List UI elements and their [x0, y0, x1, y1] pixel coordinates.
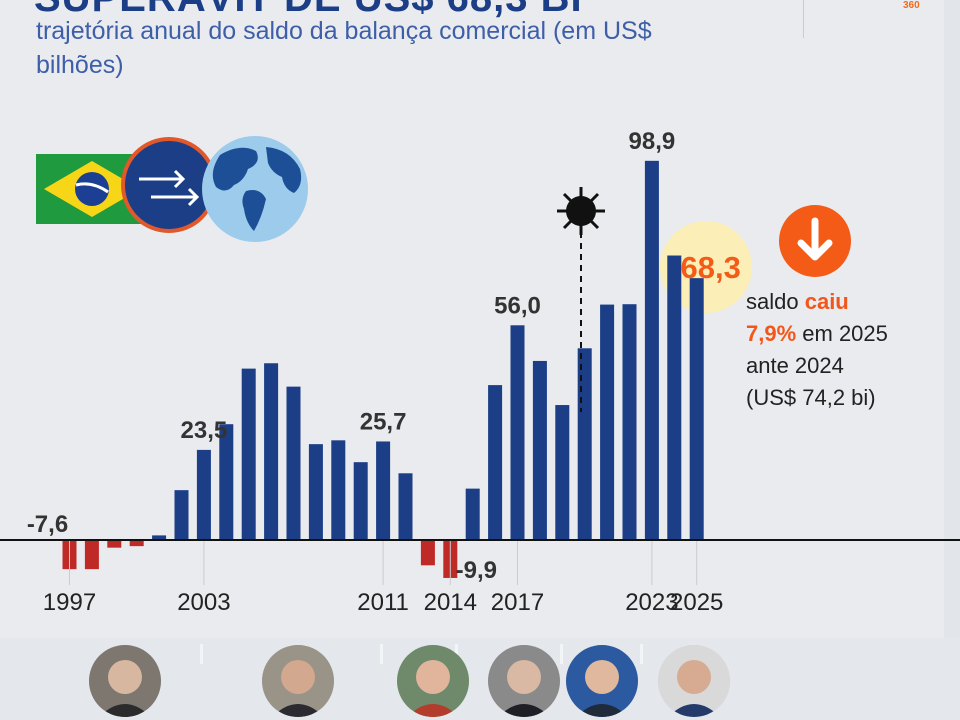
bar-2004 [219, 424, 234, 540]
note-highlight-percent: 7,9% [746, 321, 797, 346]
data-label-2011: 25,7 [360, 408, 407, 435]
globe-icon [200, 133, 310, 250]
side-strip [944, 0, 960, 640]
bar-2001 [152, 535, 167, 540]
data-label-2025: 68,3 [681, 250, 741, 285]
bar-2021 [600, 304, 615, 540]
data-label-1997: -7,6 [27, 511, 68, 538]
portrait-dilma [397, 645, 469, 717]
bar-2020 [577, 348, 592, 540]
arrow-right-icon [121, 137, 217, 233]
tick-label-2014: 2014 [424, 589, 477, 616]
bar-2013 [420, 540, 435, 566]
bar-2022 [622, 304, 637, 540]
covid-virus-icon [557, 187, 605, 235]
bar-2018 [532, 360, 547, 540]
tick-label-2011: 2011 [357, 589, 409, 616]
note-text: (US$ 74,2 bi) [746, 385, 876, 410]
portrait-lula-3 [658, 645, 730, 717]
data-label-2014: -9,9 [456, 557, 497, 584]
bar-2012 [398, 473, 413, 540]
bar-2006 [264, 363, 279, 540]
bar-2010 [353, 462, 368, 540]
tick-label-2003: 2003 [177, 589, 230, 616]
top-divider [803, 0, 804, 38]
brand-logo: 360 [903, 0, 920, 11]
tick-label-2017: 2017 [491, 589, 544, 616]
band-separator [200, 644, 203, 664]
title-cut: SUPERÁVIT DE US$ 68,3 BI [34, 0, 583, 21]
bar-2025 [689, 278, 704, 540]
note-text: em 2025 [796, 321, 888, 346]
bar-2008 [308, 444, 323, 540]
bar-2016 [488, 385, 503, 540]
tick-label-2025: 2025 [670, 589, 723, 616]
note-text: ante 2024 [746, 353, 844, 378]
bar-1999 [107, 540, 122, 548]
arrow-down-icon [779, 205, 851, 277]
bar-2019 [555, 405, 570, 540]
subtitle: trajetória anual do saldo da balança com… [36, 17, 652, 79]
portrait-fhc [89, 645, 161, 717]
bar-2023 [644, 160, 659, 541]
tick-label-2023: 2023 [625, 589, 678, 616]
annotation-note: saldo caiu 7,9% em 2025 ante 2024 (US$ 7… [746, 286, 888, 414]
data-label-2003: 23,5 [181, 417, 228, 444]
band-separator [560, 644, 563, 664]
bar-2002 [174, 490, 189, 540]
bar-2007 [286, 386, 301, 540]
bar-2017 [510, 325, 525, 540]
note-highlight: caiu [804, 289, 849, 314]
bar-1998 [84, 540, 99, 570]
data-label-2017: 56,0 [494, 292, 541, 319]
bar-2003 [196, 449, 211, 540]
portrait-temer [488, 645, 560, 717]
bar-2000 [129, 540, 144, 547]
band-separator [380, 644, 383, 664]
band-separator [640, 644, 643, 664]
tick-label-1997: 1997 [43, 589, 96, 616]
bar-2009 [331, 440, 346, 540]
bar-2024 [667, 255, 682, 540]
portrait-lula-1 [262, 645, 334, 717]
bar-2005 [241, 368, 256, 540]
bar-2015 [465, 488, 480, 540]
portrait-bolsonaro [566, 645, 638, 717]
covid-dashed-line [580, 232, 582, 412]
bar-2011 [376, 441, 391, 540]
note-text: saldo [746, 289, 805, 314]
data-label-2023: 98,9 [629, 128, 676, 155]
